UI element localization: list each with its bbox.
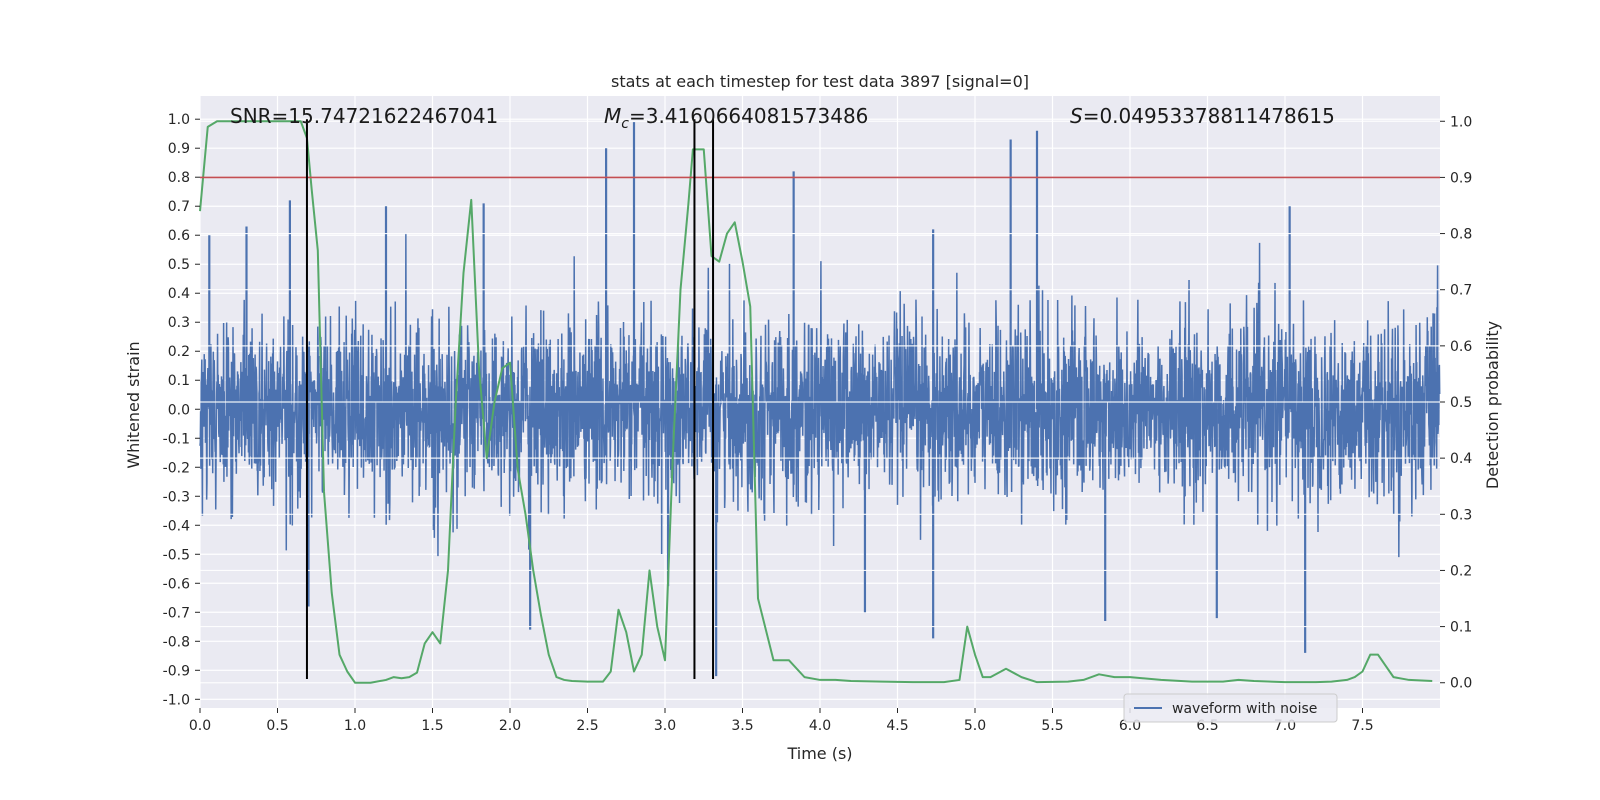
chirp-mass-value: =3.4160664081573486 (629, 104, 868, 128)
y-tick-label: 0.3 (168, 315, 190, 331)
y-tick-label: -0.3 (163, 489, 190, 505)
legend-box (1123, 693, 1338, 723)
s-symbol: S (1070, 104, 1083, 128)
y-axis-ticks: 1.0 0.9 0.8 0.7 0.6 0.5 0.4 0.3 0.2 0.1 0.0 -0.1 -0.… (163, 112, 200, 708)
y-tick-label: -0.2 (163, 460, 190, 476)
x-tick-label: 0.0 (189, 718, 211, 734)
y-tick-label: 0.1 (168, 373, 190, 389)
y-tick-label: 1.0 (168, 112, 190, 128)
y2-axis-ticks: 1.0 0.9 0.8 0.7 0.6 0.5 0.4 0.3 0.2 0.1 0.0 (1440, 114, 1472, 692)
y-tick-label: 0.0 (168, 402, 190, 418)
y2-tick-label: 0.0 (1450, 676, 1472, 692)
markers (200, 119, 1440, 679)
x-tick-label: 2.0 (499, 718, 521, 734)
y-tick-label: -0.9 (163, 663, 190, 679)
x-tick-label: 2.5 (576, 718, 598, 734)
legend-label: waveform with noise (1172, 701, 1317, 717)
y-axis-label: Whitened strain (124, 341, 143, 468)
y2-tick-label: 0.4 (1450, 451, 1472, 467)
y-tick-label: -0.7 (163, 605, 190, 621)
x-tick-label: 4.5 (886, 718, 908, 734)
y-tick-label: 0.7 (168, 199, 190, 215)
y-tick-label: -0.6 (163, 576, 190, 592)
y-tick-label: -0.1 (163, 431, 190, 447)
detection-probability-series (199, 120, 1433, 684)
legend: waveform with noise (1123, 693, 1338, 723)
x-tick-label: 5.0 (964, 718, 986, 734)
y-tick-label: -0.5 (163, 547, 190, 563)
x-tick-label: 3.0 (654, 718, 676, 734)
y-tick-label: 0.8 (168, 170, 190, 186)
y2-tick-label: 0.3 (1450, 507, 1472, 523)
y-tick-label: -1.0 (163, 692, 190, 708)
x-tick-label: 3.5 (731, 718, 753, 734)
x-tick-label: 1.0 (344, 718, 366, 734)
chart-title: stats at each timestep for test data 389… (611, 72, 1029, 91)
x-axis-label: Time (s) (786, 744, 852, 763)
y2-tick-label: 0.8 (1450, 227, 1472, 243)
y2-tick-label: 0.1 (1450, 620, 1472, 636)
y-tick-label: 0.6 (168, 228, 190, 244)
x-tick-label: 5.5 (1041, 718, 1063, 734)
y2-tick-label: 0.2 (1450, 563, 1472, 579)
y2-axis-label: Detection probability (1483, 321, 1502, 489)
waveform-series (199, 122, 1441, 677)
x-tick-label: 4.0 (809, 718, 831, 734)
y2-tick-label: 0.7 (1450, 283, 1472, 299)
y-tick-label: 0.2 (168, 344, 190, 360)
snr-annotation: SNR=15.74721622467041 (230, 104, 498, 128)
y2-tick-label: 0.9 (1450, 170, 1472, 186)
y-tick-label: -0.8 (163, 634, 190, 650)
y-tick-label: 0.9 (168, 141, 190, 157)
waveform-line (199, 233, 1441, 558)
chirp-mass-subscript: c (621, 116, 629, 132)
chirp-mass-symbol: M (604, 104, 621, 128)
s-annotation: S=0.04953378811478615 (1070, 104, 1335, 128)
detection-probability-line (199, 120, 1433, 684)
y-tick-label: -0.4 (163, 518, 190, 534)
y2-tick-label: 0.6 (1450, 339, 1472, 355)
chirp-mass-annotation: Mc=3.4160664081573486 (604, 104, 868, 132)
s-value: =0.04953378811478615 (1083, 104, 1335, 128)
y2-tick-label: 0.5 (1450, 395, 1472, 411)
x-tick-label: 7.5 (1351, 718, 1373, 734)
y-tick-label: 0.4 (168, 286, 190, 302)
y2-tick-label: 1.0 (1450, 114, 1472, 130)
x-tick-label: 1.5 (421, 718, 443, 734)
y-tick-label: 0.5 (168, 257, 190, 273)
x-tick-label: 0.5 (266, 718, 288, 734)
